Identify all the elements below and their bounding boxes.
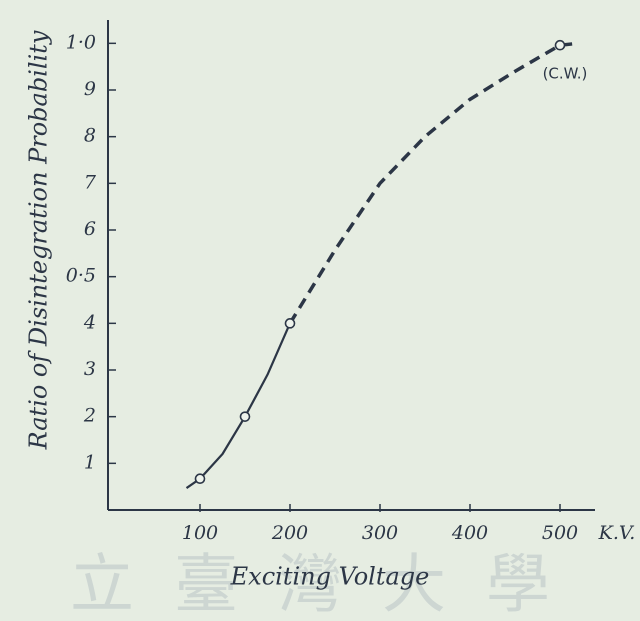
y-tick-label: 1 (84, 451, 96, 473)
y-tick-label: 7 (84, 171, 97, 193)
annotation: (C.W.) (543, 65, 588, 83)
data-point (284, 318, 296, 329)
x-tick-label: 200 (271, 522, 308, 544)
data-point (194, 473, 206, 485)
x-tick-label: 400 (451, 522, 488, 544)
watermark: 立臺灣大學 (70, 549, 590, 621)
y-tick-label: 4 (83, 311, 96, 333)
data-line (288, 41, 579, 325)
x-axis-label: Exciting Voltage (230, 563, 430, 591)
x-tick-label: 500 (542, 522, 578, 544)
data-line (185, 322, 292, 489)
y-tick-label: 2 (83, 405, 96, 427)
x-tick-label: 300 (362, 522, 398, 544)
y-tick-label: 3 (84, 358, 96, 380)
x-tick-label: 100 (182, 522, 218, 544)
data-point (554, 39, 566, 51)
x-unit-label: K.V. (598, 522, 636, 544)
y-axis-label: Ratio of Disintegration Probability (25, 30, 53, 450)
y-tick-label: 6 (84, 218, 96, 240)
y-tick-label: 0·5 (66, 265, 96, 287)
y-tick-label: 1·0 (66, 31, 96, 53)
data-point (239, 411, 251, 422)
y-tick-label: 9 (84, 78, 96, 100)
y-tick-label: 8 (84, 125, 96, 147)
